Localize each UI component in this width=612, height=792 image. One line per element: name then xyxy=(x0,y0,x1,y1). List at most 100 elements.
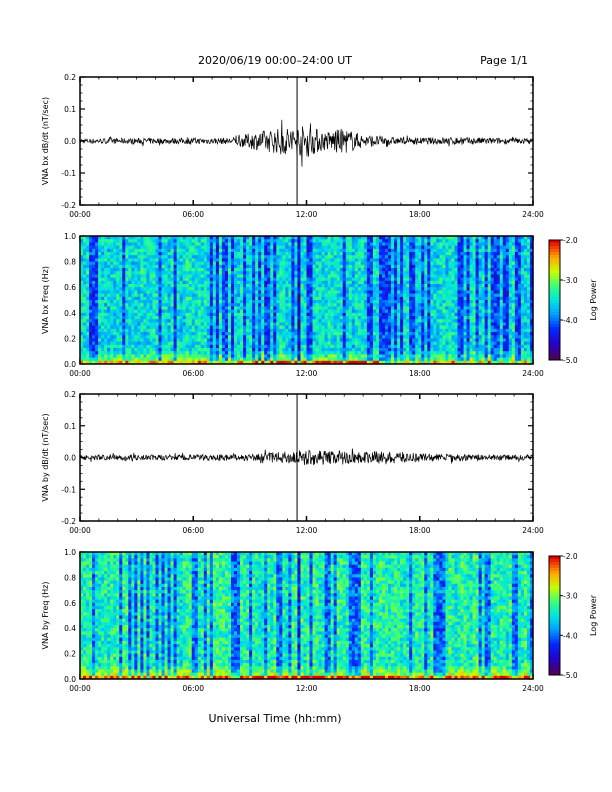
heatmap-cell xyxy=(188,290,193,294)
heatmap-cell xyxy=(107,287,111,291)
heatmap-cell xyxy=(89,360,93,365)
heatmap-cell xyxy=(297,354,301,358)
heatmap-cell xyxy=(261,284,265,288)
heatmap-cell xyxy=(158,239,162,243)
heatmap-cell xyxy=(194,335,199,339)
heatmap-cell xyxy=(110,258,114,262)
heatmap-cell xyxy=(80,309,84,314)
heatmap-cell xyxy=(276,287,280,291)
heatmap-cell xyxy=(388,248,392,253)
heatmap-cell xyxy=(113,306,117,310)
heatmap-cell xyxy=(101,344,105,349)
heatmap-cell xyxy=(439,264,443,269)
heatmap-cell xyxy=(412,332,416,336)
y-tick-label: 0.0 xyxy=(64,360,76,369)
heatmap-cell xyxy=(276,293,280,298)
heatmap-cell xyxy=(227,357,232,362)
heatmap-cell xyxy=(119,306,123,310)
heatmap-cell xyxy=(83,277,87,282)
heatmap-cell xyxy=(312,309,316,314)
heatmap-cell xyxy=(403,258,407,262)
heatmap-cell xyxy=(375,319,380,323)
heatmap-cell xyxy=(167,258,171,262)
heatmap-cell xyxy=(406,245,410,250)
heatmap-cell xyxy=(200,236,205,240)
heatmap-cell xyxy=(258,252,262,256)
heatmap-cell xyxy=(86,332,90,336)
heatmap-cell xyxy=(212,341,217,346)
heatmap-cell xyxy=(249,360,253,365)
heatmap-cell xyxy=(246,248,250,253)
heatmap-cell xyxy=(276,316,280,320)
heatmap-cell xyxy=(406,332,410,336)
heatmap-cell xyxy=(197,271,202,275)
heatmap-cell xyxy=(412,236,416,240)
heatmap-cell xyxy=(173,325,178,330)
heatmap-cell xyxy=(155,271,159,275)
heatmap-cell xyxy=(348,293,353,298)
heatmap-cell xyxy=(224,277,229,282)
heatmap-cell xyxy=(270,312,274,317)
heatmap-cell xyxy=(270,354,274,358)
heatmap-cell xyxy=(203,277,208,282)
heatmap-cell xyxy=(300,242,304,246)
heatmap-cell xyxy=(360,354,365,358)
heatmap-cell xyxy=(92,332,96,336)
heatmap-cell xyxy=(397,360,401,365)
heatmap-cell xyxy=(300,309,304,314)
heatmap-cell xyxy=(436,255,440,259)
heatmap-cell xyxy=(143,360,147,365)
heatmap-cell xyxy=(348,357,353,362)
heatmap-cell xyxy=(439,277,443,282)
heatmap-cell xyxy=(348,264,353,269)
heatmap-cell xyxy=(218,328,223,333)
heatmap-cell xyxy=(212,287,217,291)
heatmap-cell xyxy=(385,341,389,346)
heatmap-cell xyxy=(397,328,401,333)
heatmap-cell xyxy=(354,300,359,304)
heatmap-cell xyxy=(363,242,368,246)
heatmap-cell xyxy=(107,252,111,256)
heatmap-cell xyxy=(388,280,392,285)
heatmap-cell xyxy=(421,290,425,294)
heatmap-cell xyxy=(436,332,440,336)
heatmap-cell xyxy=(234,248,238,253)
heatmap-cell xyxy=(149,264,153,269)
heatmap-cell xyxy=(158,344,162,349)
heatmap-cell xyxy=(424,264,428,269)
heatmap-cell xyxy=(218,296,223,301)
heatmap-cell xyxy=(294,264,298,269)
heatmap-cell xyxy=(270,322,274,326)
heatmap-cell xyxy=(182,316,187,320)
heatmap-cell xyxy=(194,252,199,256)
heatmap-cell xyxy=(436,245,440,250)
heatmap-cell xyxy=(330,360,335,365)
heatmap-cell xyxy=(89,325,93,330)
heatmap-cell xyxy=(158,277,162,282)
heatmap-cell xyxy=(134,348,138,352)
heatmap-cell xyxy=(382,332,386,336)
heatmap-cell xyxy=(336,322,341,326)
heatmap-cell xyxy=(206,316,211,320)
heatmap-cell xyxy=(209,248,214,253)
heatmap-cell xyxy=(345,344,350,349)
heatmap-cell xyxy=(92,328,96,333)
heatmap-cell xyxy=(309,351,313,355)
heatmap-cell xyxy=(149,316,153,320)
heatmap-cell xyxy=(333,328,338,333)
heatmap-cell xyxy=(309,274,313,278)
heatmap-cell xyxy=(403,277,407,282)
heatmap-cell xyxy=(152,296,156,301)
heatmap-cell xyxy=(237,332,241,336)
heatmap-cell xyxy=(146,325,150,330)
heatmap-cell xyxy=(83,236,87,240)
heatmap-cell xyxy=(258,271,262,275)
heatmap-cell xyxy=(258,236,262,240)
heatmap-cell xyxy=(318,316,322,320)
heatmap-cell xyxy=(107,277,111,282)
heatmap-cell xyxy=(267,277,271,282)
heatmap-cell xyxy=(95,341,99,346)
heatmap-cell xyxy=(240,325,244,330)
heatmap-cell xyxy=(388,277,392,282)
heatmap-cell xyxy=(134,344,138,349)
